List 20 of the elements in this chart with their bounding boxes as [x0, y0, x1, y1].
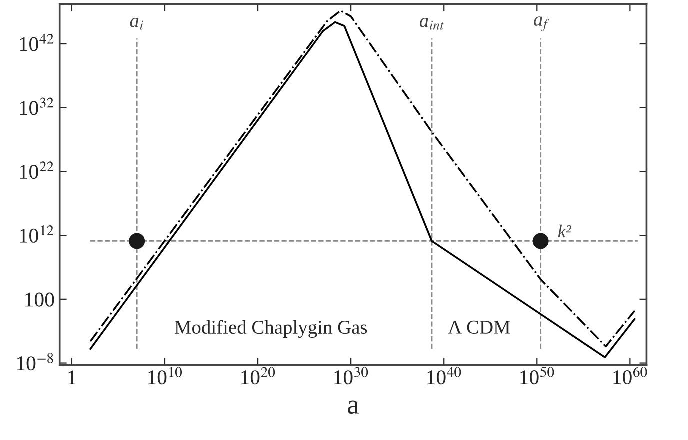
ref-line-label: a$_{f}$ — [534, 16, 550, 32]
annotation: Λ CDM — [448, 320, 510, 334]
x-tick-label: 10$^{40}$ — [428, 367, 462, 385]
y-tick-label: 10$^{12}$ — [20, 226, 54, 243]
x-tick-label: 10$^{50}$ — [520, 367, 554, 385]
ref-line-label: a$_{int}$ — [420, 18, 444, 30]
annotation: Modified Chaplygin Gas — [175, 320, 368, 338]
x-tick-label: 1 — [68, 370, 76, 385]
y-tick-label: 10$^{32}$ — [20, 98, 54, 116]
y-tick-label: 10$^{−8}$ — [17, 353, 54, 371]
y-tick-label: 100 — [26, 292, 54, 307]
x-tick-label: 10$^{10}$ — [148, 367, 182, 385]
x-tick-label: 10$^{30}$ — [334, 367, 368, 385]
ref-line-label: k² — [558, 224, 572, 238]
x-tick-label: 10$^{60}$ — [614, 367, 648, 385]
y-tick-label: 10$^{22}$ — [20, 162, 54, 180]
ref-line-label: a$_{i}$ — [130, 18, 144, 30]
x-axis-title: a — [348, 400, 360, 414]
y-tick-label: 10$^{42}$ — [20, 34, 54, 52]
x-tick-label: 10$^{20}$ — [242, 367, 276, 385]
